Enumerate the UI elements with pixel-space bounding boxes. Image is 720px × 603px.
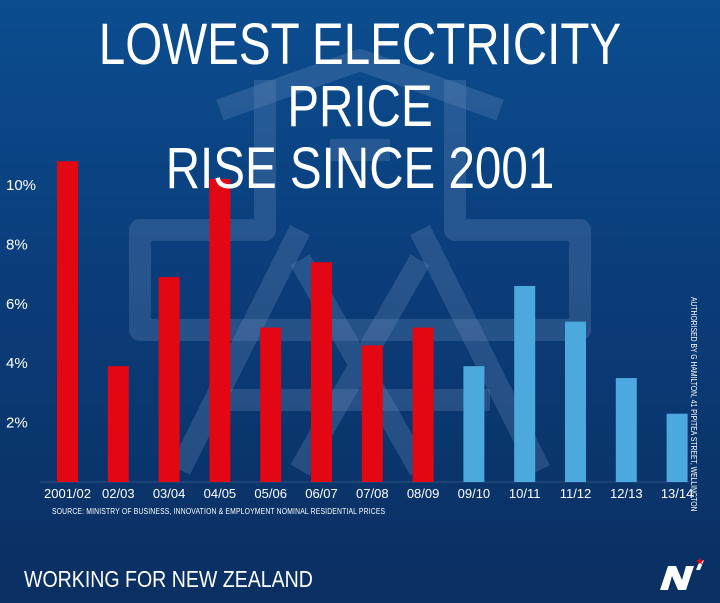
x-tick-label: 04/05 [204, 486, 237, 501]
bar-12-13 [615, 378, 637, 482]
bar-09-10 [463, 366, 485, 482]
y-tick-label: 4% [6, 355, 28, 372]
bar-11-12 [565, 321, 586, 482]
footer-tagline: WORKING FOR NEW ZEALAND [24, 566, 313, 592]
x-tick-label: 08/09 [407, 486, 440, 501]
x-tick-label: 12/13 [610, 486, 643, 501]
chart-title-line-2: RISE SINCE 2001 [165, 136, 555, 201]
bar-03-04 [158, 277, 180, 482]
x-tick-label: 06/07 [305, 486, 338, 501]
x-tick-label: 11/12 [560, 486, 592, 501]
x-tick-label: 2001/02 [44, 486, 91, 501]
y-tick-label: 2% [6, 415, 28, 432]
source-note: SOURCE: MINISTRY OF BUSINESS, INNOVATION… [52, 507, 386, 516]
x-tick-label: 10/11 [509, 486, 541, 501]
x-axis: 2001/02 02/03 03/04 04/05 05/06 06/07 07/08 08/… [44, 486, 693, 501]
bar-08-09 [412, 327, 434, 482]
bar-07-08 [361, 345, 383, 482]
x-tick-label: 03/04 [153, 486, 186, 501]
bar-02-03 [107, 366, 129, 482]
y-tick-label: 6% [6, 296, 28, 313]
chart-title: LOWEST ELECTRICITY PRICE RISE SINCE 2001 [65, 14, 655, 200]
bar-2001-02 [57, 161, 78, 483]
bar-04-05 [209, 179, 231, 482]
x-tick-label: 09/10 [458, 486, 491, 501]
bar-06-07 [311, 262, 332, 482]
pylon-watermark-icon [129, 49, 591, 476]
x-tick-label: 13/14 [661, 486, 694, 501]
bar-05-06 [260, 327, 282, 482]
bars-group [57, 161, 688, 483]
authorisation-statement: AUTHORISED BY G HAMILTON, 41 PIPITEA STR… [689, 297, 698, 512]
national-party-logo-icon [660, 557, 704, 590]
x-tick-label: 02/03 [102, 486, 135, 501]
y-axis: 2% 4% 6% 8% 10% [6, 177, 36, 432]
y-tick-label: 10% [6, 177, 36, 194]
bar-13-14 [666, 413, 688, 482]
y-tick-label: 8% [6, 236, 28, 253]
x-tick-label: 07/08 [356, 486, 389, 501]
chart-title-line-1: LOWEST ELECTRICITY PRICE [98, 12, 622, 139]
bar-10-11 [514, 285, 536, 482]
x-tick-label: 05/06 [254, 486, 287, 501]
